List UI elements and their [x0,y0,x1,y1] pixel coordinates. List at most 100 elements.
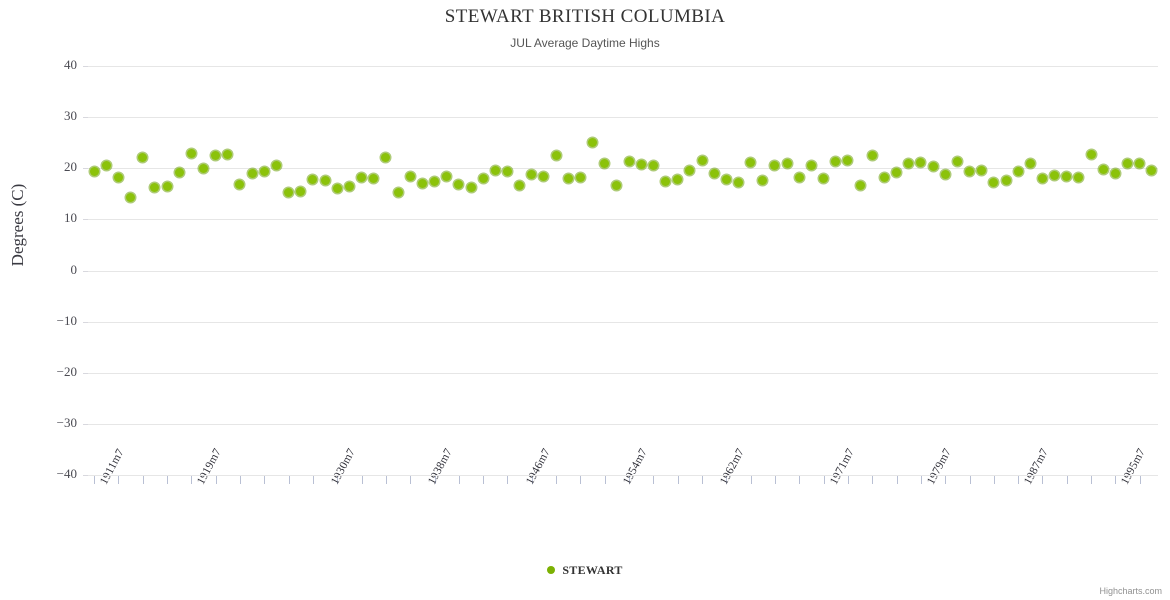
data-point[interactable] [588,138,598,148]
data-point[interactable] [989,177,999,187]
data-point[interactable] [308,174,318,184]
data-point[interactable] [721,174,731,184]
data-point[interactable] [551,151,561,161]
data-point[interactable] [405,172,415,182]
data-point[interactable] [284,188,294,198]
x-axis-tick-mark [94,475,96,484]
data-point[interactable] [612,181,622,191]
data-point[interactable] [138,152,148,162]
data-point[interactable] [661,176,671,186]
data-point[interactable] [977,165,987,175]
data-point[interactable] [247,168,257,178]
data-point[interactable] [734,177,743,187]
data-point[interactable] [89,167,99,177]
data-point[interactable] [211,150,221,160]
data-point[interactable] [965,167,975,177]
data-point[interactable] [709,168,719,178]
data-point[interactable] [1123,159,1133,169]
data-point[interactable] [502,167,512,177]
data-point[interactable] [892,167,902,177]
data-point[interactable] [271,161,281,171]
data-point[interactable] [843,156,853,166]
data-point[interactable] [101,160,111,170]
data-point[interactable] [199,163,208,173]
data-point[interactable] [296,187,306,197]
x-axis-tick-mark [1091,475,1093,484]
highcharts-credit-link[interactable]: Highcharts.com [1099,586,1162,596]
data-point[interactable] [563,174,573,184]
data-point[interactable] [831,156,841,166]
y-axis-tick-label: 20 [64,159,77,175]
data-point[interactable] [1050,170,1060,180]
data-point[interactable] [746,157,756,167]
data-point[interactable] [186,148,196,158]
data-point[interactable] [648,160,658,170]
data-point[interactable] [1025,158,1035,168]
data-point[interactable] [381,153,391,162]
data-point[interactable] [916,157,926,167]
data-point[interactable] [575,172,585,182]
data-point[interactable] [235,180,245,190]
data-point[interactable] [1110,168,1120,178]
data-point[interactable] [344,181,354,191]
data-point[interactable] [940,169,950,179]
data-point[interactable] [162,181,172,191]
data-point[interactable] [223,149,233,159]
data-point[interactable] [952,157,962,167]
data-point[interactable] [794,173,804,183]
data-point[interactable] [369,174,379,184]
data-point[interactable] [466,182,476,192]
data-point[interactable] [174,168,184,178]
data-point[interactable] [150,182,160,192]
data-point[interactable] [758,176,768,186]
data-point[interactable] [806,160,816,170]
y-axis-tick-label: −20 [56,363,77,379]
data-point[interactable] [1074,172,1084,182]
x-axis-tick-mark [191,475,193,484]
legend-item-stewart[interactable]: STEWART [547,563,622,578]
x-axis-tick-mark [993,475,995,484]
data-point[interactable] [539,171,549,181]
data-point[interactable] [928,161,938,171]
data-point[interactable] [782,158,792,168]
data-point[interactable] [636,159,646,169]
data-point[interactable] [490,165,500,175]
data-point[interactable] [600,158,610,168]
data-point[interactable] [685,165,695,175]
data-point[interactable] [357,172,367,182]
data-point[interactable] [1098,164,1108,174]
data-point[interactable] [515,181,525,191]
data-point[interactable] [1135,158,1145,168]
data-point[interactable] [1062,172,1072,182]
data-point[interactable] [527,170,537,180]
data-point[interactable] [430,177,440,187]
data-point[interactable] [770,160,780,170]
data-point[interactable] [478,173,488,183]
data-point[interactable] [1147,166,1157,176]
data-point[interactable] [259,167,269,177]
data-point[interactable] [1013,166,1023,176]
data-point[interactable] [697,156,707,166]
data-point[interactable] [867,150,877,160]
data-point[interactable] [673,174,683,184]
data-point[interactable] [442,171,452,181]
data-point[interactable] [332,183,342,193]
data-point[interactable] [1001,175,1011,185]
data-point[interactable] [126,193,136,203]
data-point[interactable] [855,180,865,190]
data-point[interactable] [904,158,914,168]
data-point[interactable] [879,173,889,183]
x-axis-tick-mark [167,475,169,484]
data-point[interactable] [1086,149,1096,159]
x-axis-tick-mark [945,475,947,484]
data-point[interactable] [393,187,403,197]
data-point[interactable] [320,176,330,186]
data-point[interactable] [454,180,464,190]
gridline [88,475,1158,476]
data-point[interactable] [417,179,427,189]
data-point[interactable] [624,156,634,166]
data-point[interactable] [819,174,829,184]
y-axis-tick-mark [83,321,88,323]
data-point[interactable] [113,172,123,182]
data-point[interactable] [1037,174,1047,184]
